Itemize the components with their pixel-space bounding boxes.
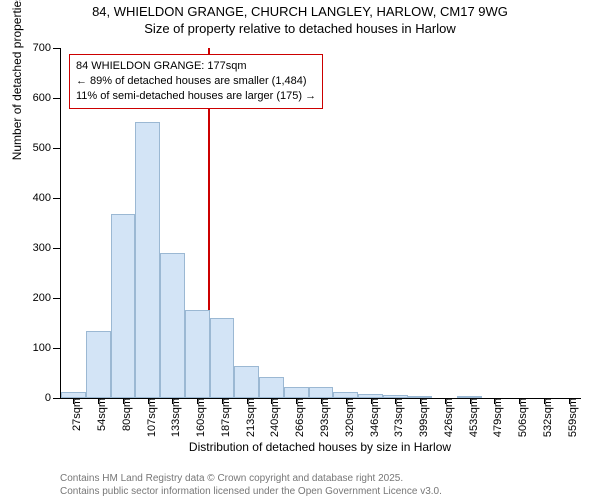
x-tick-label: 373sqm bbox=[385, 398, 405, 437]
histogram-chart: Number of detached properties 84 WHIELDO… bbox=[60, 48, 580, 438]
x-tick-label: 54sqm bbox=[88, 398, 108, 431]
y-axis-label: Number of detached properties bbox=[10, 0, 24, 160]
y-tick-label: 200 bbox=[33, 292, 61, 304]
x-tick-label: 532sqm bbox=[534, 398, 554, 437]
x-tick-label: 346sqm bbox=[361, 398, 381, 437]
histogram-bar bbox=[86, 331, 111, 399]
histogram-bar bbox=[160, 253, 185, 398]
plot-area: 84 WHIELDON GRANGE: 177sqm ← 89% of deta… bbox=[60, 48, 581, 399]
x-tick-label: 107sqm bbox=[138, 398, 158, 437]
x-tick-label: 27sqm bbox=[63, 398, 83, 431]
info-line1: 84 WHIELDON GRANGE: 177sqm bbox=[76, 59, 316, 74]
histogram-bar bbox=[111, 214, 136, 398]
x-tick-label: 506sqm bbox=[509, 398, 529, 437]
histogram-bar bbox=[210, 318, 235, 398]
y-tick-label: 700 bbox=[33, 42, 61, 54]
chart-title: 84, WHIELDON GRANGE, CHURCH LANGLEY, HAR… bbox=[0, 0, 600, 38]
y-tick-label: 500 bbox=[33, 142, 61, 154]
x-tick-label: 160sqm bbox=[187, 398, 207, 437]
histogram-bar bbox=[259, 377, 284, 398]
x-tick-label: 479sqm bbox=[484, 398, 504, 437]
x-tick-label: 266sqm bbox=[286, 398, 306, 437]
histogram-bar bbox=[185, 310, 210, 398]
x-tick-label: 399sqm bbox=[410, 398, 430, 437]
y-tick-label: 300 bbox=[33, 242, 61, 254]
y-tick-label: 600 bbox=[33, 92, 61, 104]
x-tick-label: 320sqm bbox=[336, 398, 356, 437]
title-line2: Size of property relative to detached ho… bbox=[0, 21, 600, 38]
footer-attribution: Contains HM Land Registry data © Crown c… bbox=[60, 473, 442, 498]
x-tick-label: 426sqm bbox=[435, 398, 455, 437]
x-tick-label: 559sqm bbox=[559, 398, 579, 437]
x-tick-label: 240sqm bbox=[261, 398, 281, 437]
info-line2: ← 89% of detached houses are smaller (1,… bbox=[76, 74, 316, 89]
info-line3: 11% of semi-detached houses are larger (… bbox=[76, 89, 316, 104]
property-info-box: 84 WHIELDON GRANGE: 177sqm ← 89% of deta… bbox=[69, 54, 323, 109]
y-tick-label: 100 bbox=[33, 342, 61, 354]
y-tick-label: 400 bbox=[33, 192, 61, 204]
footer-line1: Contains HM Land Registry data © Crown c… bbox=[60, 473, 442, 486]
x-tick-label: 213sqm bbox=[237, 398, 257, 437]
histogram-bar bbox=[309, 387, 334, 398]
histogram-bar bbox=[284, 387, 309, 398]
x-tick-label: 453sqm bbox=[460, 398, 480, 437]
footer-line2: Contains public sector information licen… bbox=[60, 486, 442, 499]
x-tick-label: 187sqm bbox=[212, 398, 232, 437]
histogram-bar bbox=[135, 122, 160, 398]
x-axis-label: Distribution of detached houses by size … bbox=[60, 440, 580, 454]
x-tick-label: 293sqm bbox=[311, 398, 331, 437]
x-tick-label: 80sqm bbox=[113, 398, 133, 431]
histogram-bar bbox=[234, 366, 259, 399]
x-tick-label: 133sqm bbox=[162, 398, 182, 437]
y-tick-label: 0 bbox=[45, 392, 61, 404]
title-line1: 84, WHIELDON GRANGE, CHURCH LANGLEY, HAR… bbox=[0, 4, 600, 21]
